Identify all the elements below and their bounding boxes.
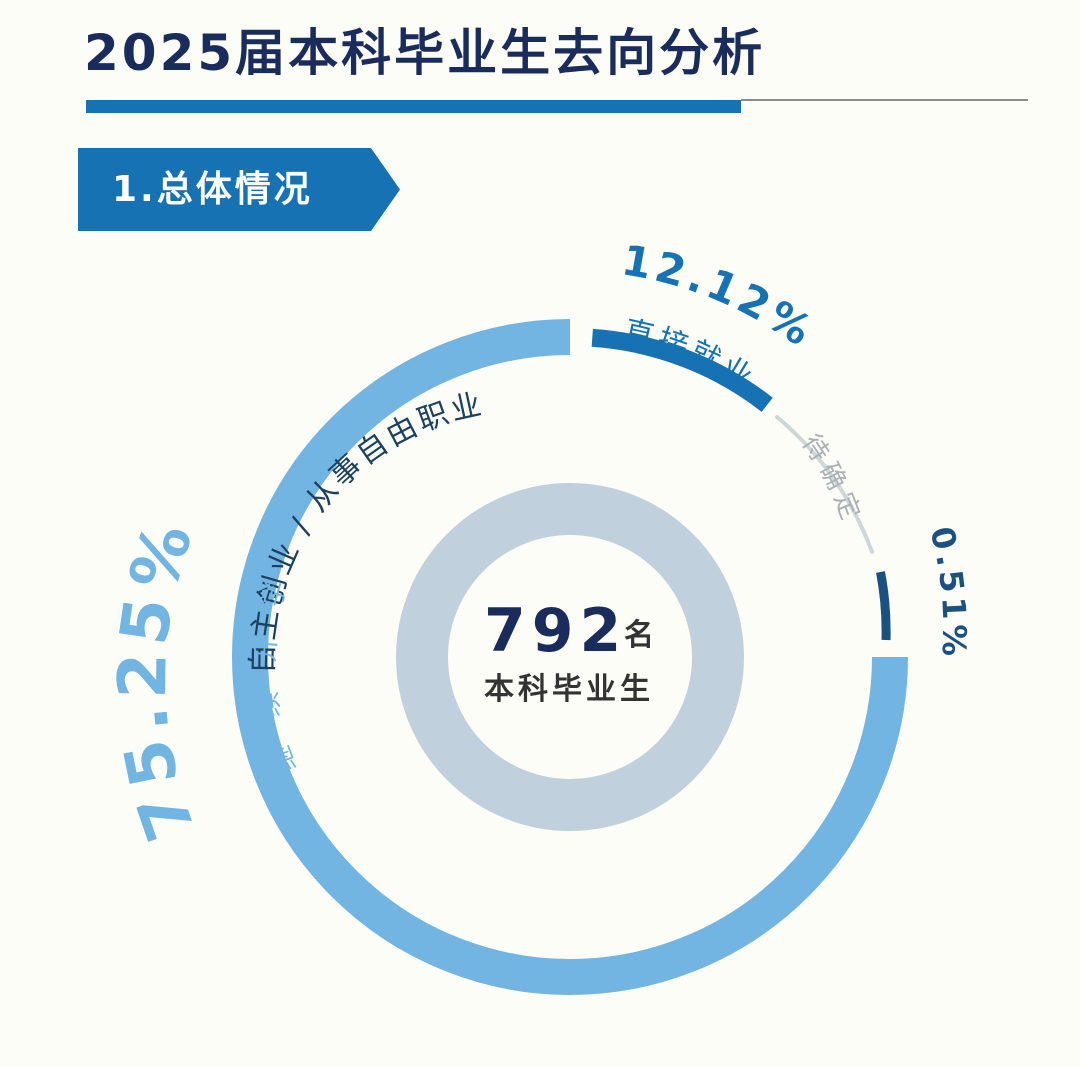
page-title: 2025届本科毕业生去向分析 [84,24,766,82]
label-freelance-pct: 0.51% [922,523,973,661]
segment-freelance [876,571,891,641]
title-underline-accent [86,100,741,113]
graduate-count: 792 [484,596,628,666]
segment-pending [775,415,874,554]
title-underline-rule [741,99,1028,101]
inner-ring [396,483,744,831]
label-pending: 待确定 [795,429,867,529]
label-employment: 直接就业 [620,314,761,398]
section-tag-arrow [78,148,400,231]
graduate-subtitle: 本科毕业生 [484,672,654,707]
graduate-count-unit: 名 [624,618,654,653]
section-title: 1.总体情况 [112,169,313,210]
label-study-pct: 75.25% [104,508,210,850]
segment-employment [591,328,773,412]
segment-study-and-startup [232,319,908,995]
